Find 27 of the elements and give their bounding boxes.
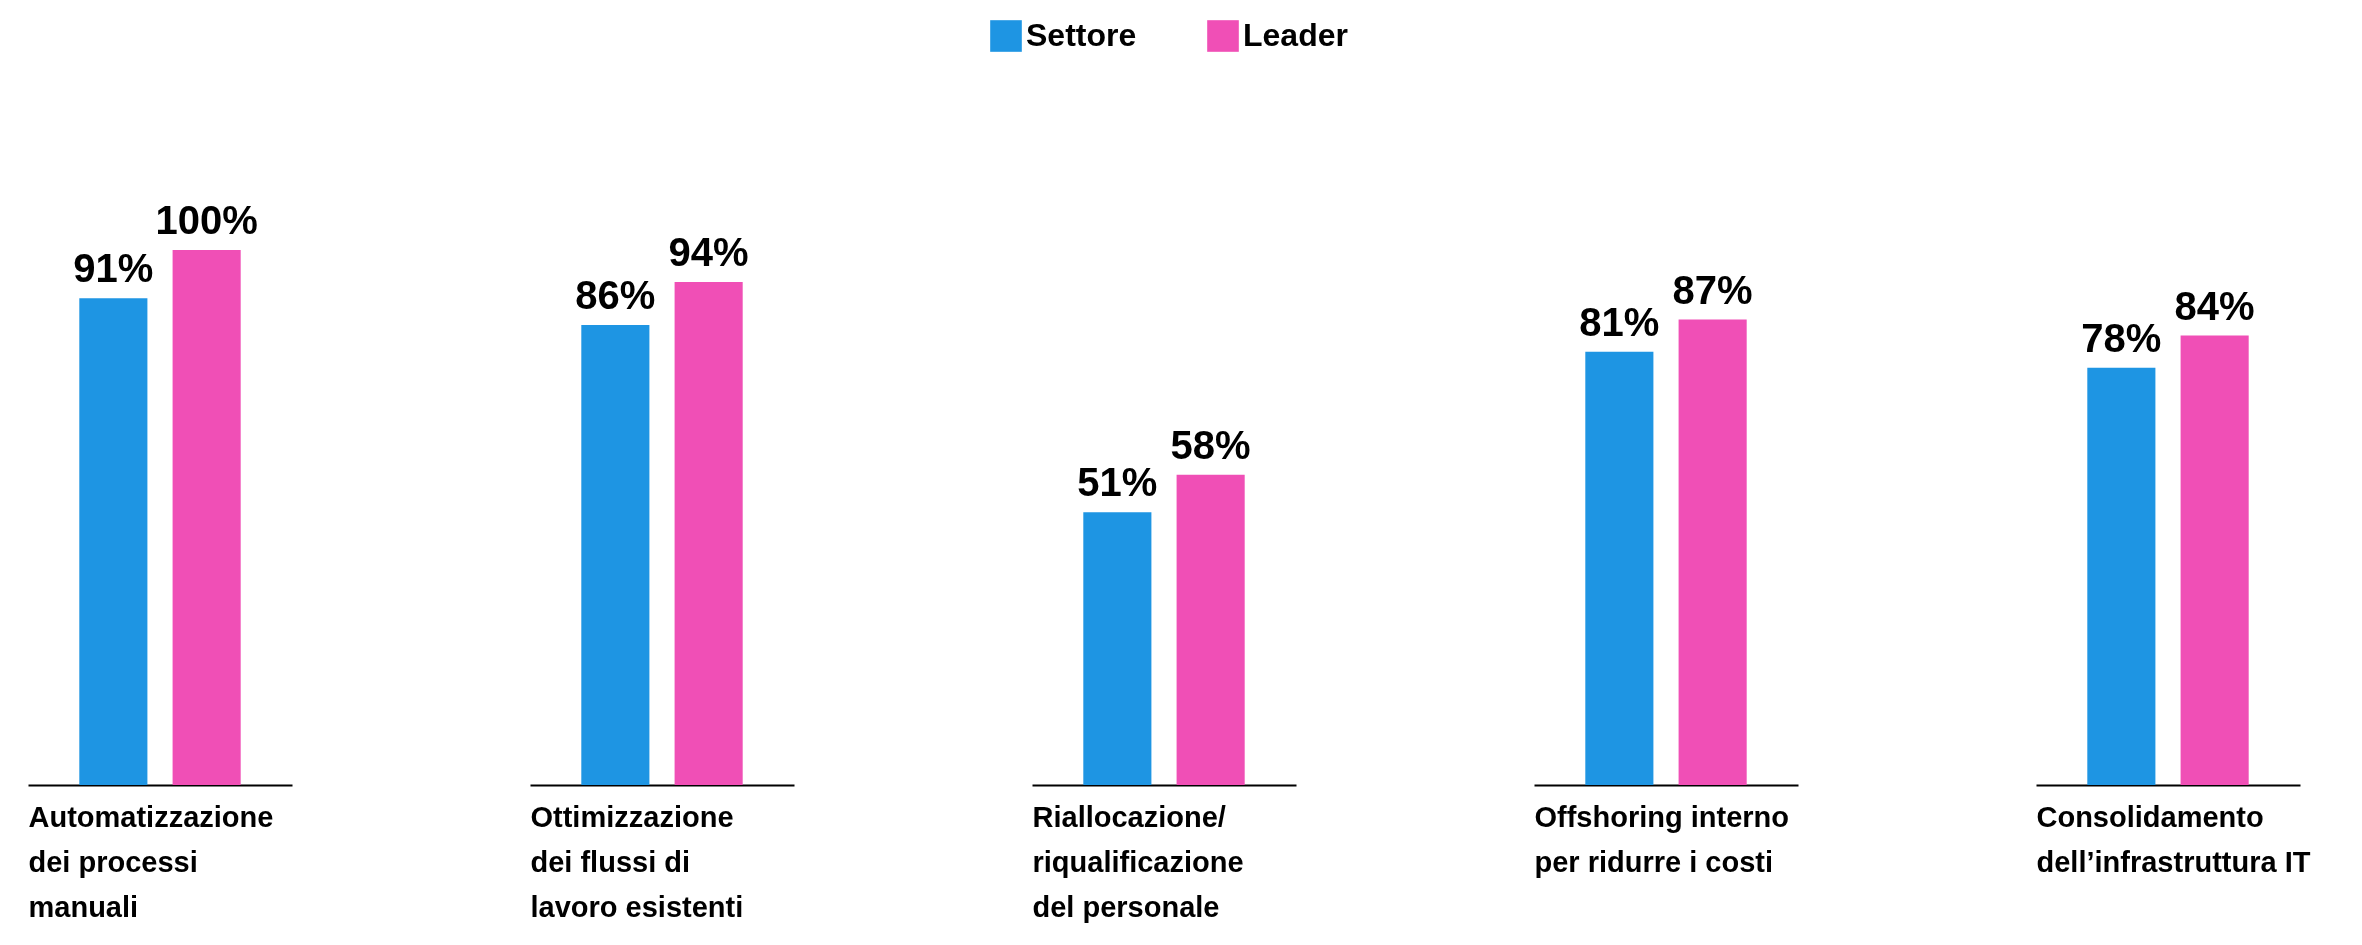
data-label: 100%	[155, 198, 258, 242]
bar	[1585, 351, 1654, 785]
bar	[2087, 367, 2156, 785]
data-label: 94%	[668, 230, 749, 275]
data-label: 86%	[575, 272, 656, 317]
bar	[1176, 474, 1245, 785]
bar	[674, 282, 743, 785]
x-tick-label: Ottimizzazione dei flussi di lavoro esistenti	[530, 800, 744, 923]
data-label: 87%	[1672, 267, 1753, 312]
x-tick-label: Consolidamento dell’infrastruttura IT	[2036, 800, 2311, 878]
legend-label: Leader	[1243, 17, 1348, 53]
data-label: 58%	[1170, 422, 1251, 467]
x-tick-label: Riallocazione/ riqualificazione del personale	[1032, 800, 1244, 923]
data-label: 51%	[1077, 460, 1158, 505]
bar	[1083, 512, 1152, 785]
x-tick-label: Offshoring interno per ridurre i costi	[1534, 800, 1790, 878]
bar	[172, 250, 241, 785]
data-label: 78%	[2081, 315, 2162, 360]
bar	[1678, 319, 1747, 785]
data-label: 91%	[73, 246, 154, 291]
bar	[581, 324, 650, 785]
bar	[2180, 335, 2249, 785]
x-tick-label: Automatizzazione dei processi manuali	[28, 800, 274, 923]
legend-label: Settore	[1026, 17, 1137, 53]
bar	[79, 298, 148, 785]
data-label: 84%	[2174, 283, 2255, 328]
data-label: 81%	[1579, 299, 1660, 344]
